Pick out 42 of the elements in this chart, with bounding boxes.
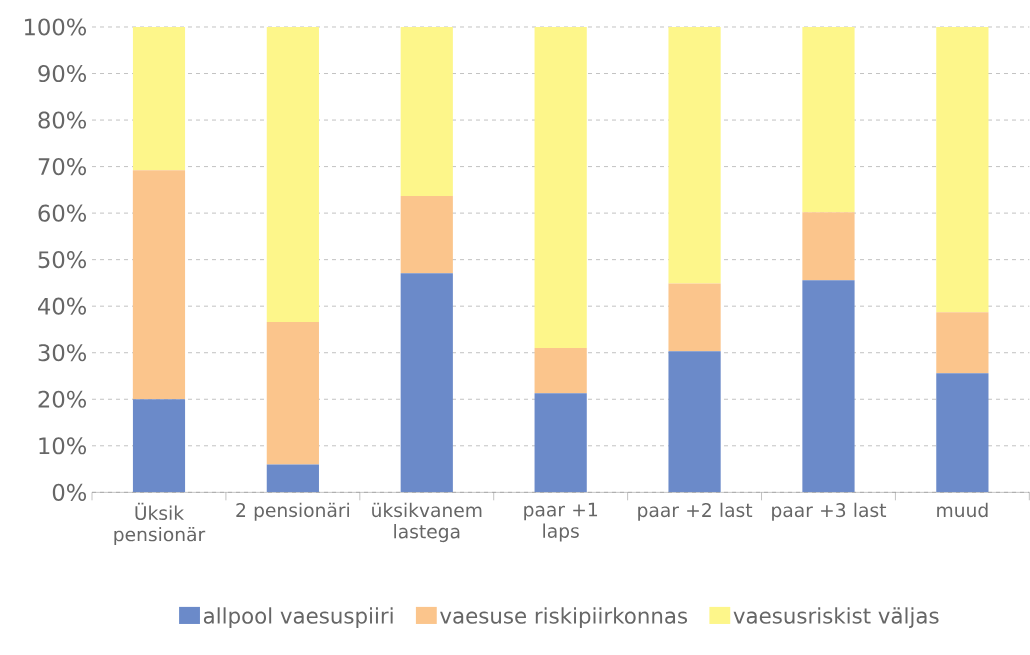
y-tick-label: 80%	[38, 111, 87, 129]
legend-label: vaesusriskist väljas	[733, 607, 939, 628]
y-tick-label: 90%	[38, 64, 87, 83]
bar	[266, 322, 319, 465]
y-tick-label: 30%	[38, 344, 87, 362]
bar	[400, 273, 453, 493]
y-tick-label: 10%	[39, 437, 87, 455]
y-tick-label: 0%	[52, 483, 87, 501]
bar	[534, 348, 587, 394]
bar	[936, 312, 989, 374]
bar	[132, 399, 186, 493]
bar	[132, 170, 186, 400]
bar	[668, 283, 721, 352]
x-tick-label: Üksik pensionär	[114, 502, 206, 545]
bar	[936, 26, 989, 313]
bar	[802, 26, 855, 213]
y-tick-label: 20%	[38, 390, 87, 408]
y-tick-label: 100%	[24, 18, 87, 36]
y-tick-label: 60%	[38, 204, 87, 222]
bar	[668, 26, 721, 284]
legend-label: vaesuse riskipiirkonnas	[440, 607, 688, 628]
bar	[668, 351, 721, 493]
bar	[266, 26, 319, 323]
bar	[132, 26, 186, 171]
y-tick-label: 40%	[38, 297, 87, 315]
bar	[534, 26, 587, 349]
x-tick-label: paar +1 laps	[524, 502, 598, 542]
bar	[802, 212, 855, 281]
x-tick-label: paar +3 last	[772, 502, 887, 521]
y-tick-label: 70%	[38, 158, 87, 176]
bar	[400, 195, 453, 274]
x-tick-label: paar +2 last	[638, 502, 753, 521]
x-tick-label: 2 pensionäri	[236, 502, 349, 521]
bar	[802, 280, 855, 493]
bar	[936, 373, 989, 493]
bar	[534, 393, 587, 493]
legend-label: allpool vaesuspiiri	[203, 607, 393, 628]
bar	[400, 26, 453, 196]
x-tick-label: üksikvanem lastega	[372, 502, 482, 543]
bar	[266, 464, 319, 493]
y-tick-label: 50%	[38, 251, 87, 269]
x-tick-label: muud	[937, 502, 988, 518]
